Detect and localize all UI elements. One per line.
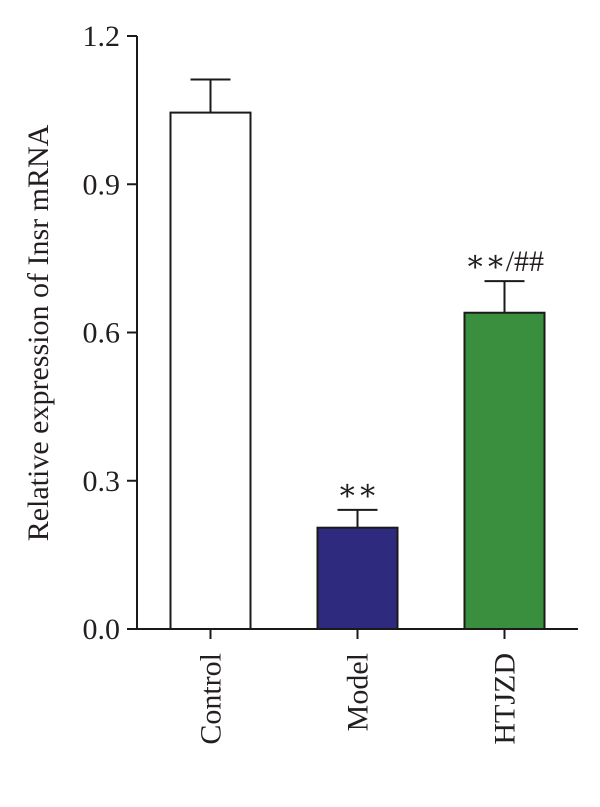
y-tick-label: 0.6: [83, 317, 121, 350]
y-tick-label: 0.3: [83, 465, 121, 498]
bar-group-control: [169, 78, 252, 631]
bar-group-htjzd: ∗∗/##: [463, 245, 546, 630]
significance-label: ∗∗: [337, 474, 378, 507]
bar: [463, 311, 546, 630]
bar: [169, 111, 252, 631]
x-tick-label: HTJZD: [489, 653, 522, 745]
x-tick-label: Model: [342, 653, 375, 731]
y-tick-label: 1.2: [83, 20, 121, 53]
y-tick-label: 0.0: [83, 613, 121, 646]
x-tick-label: Control: [195, 653, 228, 745]
x-axis: Control Model HTJZD: [137, 628, 578, 745]
significance-label: ∗∗/##: [465, 245, 544, 278]
y-axis: 0.0 0.3 0.6 0.9 1.2: [83, 20, 138, 646]
bar-group-model: ∗∗: [316, 474, 399, 631]
bars: ∗∗ ∗∗/##: [169, 78, 546, 631]
y-axis-label: Relative expression of Insr mRNA: [22, 124, 55, 541]
y-tick-label: 0.9: [83, 168, 121, 201]
bar: [316, 526, 399, 631]
